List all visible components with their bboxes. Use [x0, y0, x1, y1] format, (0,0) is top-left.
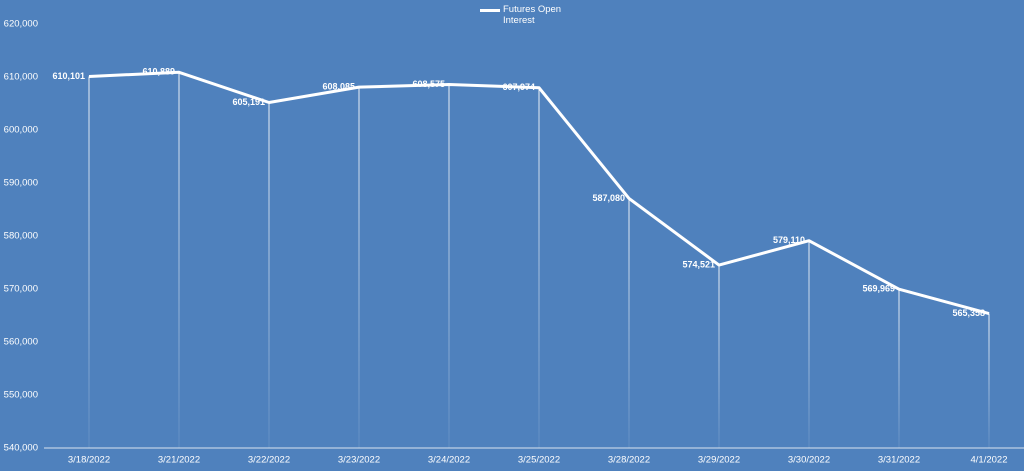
- drop-line: [898, 289, 900, 448]
- drop-line: [808, 240, 810, 448]
- x-tick-label: 3/25/2022: [518, 455, 560, 466]
- data-label: 608,575: [412, 79, 445, 89]
- x-tick-label: 3/21/2022: [158, 455, 200, 466]
- legend: Futures Open Interest: [480, 4, 563, 26]
- y-tick-label: 550,000: [4, 390, 38, 401]
- y-tick-label: 580,000: [4, 231, 38, 242]
- y-tick-label: 540,000: [4, 443, 38, 454]
- series-line: [88, 70, 990, 316]
- legend-label: Futures Open Interest: [503, 4, 562, 26]
- data-label: 579,110: [773, 235, 805, 245]
- data-label: 569,969: [862, 284, 895, 294]
- data-label: 610,101: [52, 71, 85, 81]
- x-tick-label: 3/24/2022: [428, 455, 470, 466]
- legend-swatch: [480, 9, 500, 12]
- y-tick-label: 610,000: [4, 72, 38, 83]
- drop-line: [268, 102, 270, 448]
- drop-line: [448, 84, 450, 449]
- drop-line: [988, 313, 990, 448]
- x-tick-label: 3/28/2022: [608, 455, 650, 466]
- x-tick-label: 3/29/2022: [698, 455, 740, 466]
- data-label: 607,974: [502, 82, 535, 92]
- x-tick-label: 3/31/2022: [878, 455, 920, 466]
- data-label: 605,191: [232, 97, 265, 107]
- x-tick-label: 3/30/2022: [788, 455, 830, 466]
- drop-line: [358, 87, 360, 448]
- data-label: 610,889: [142, 67, 175, 77]
- data-label: 608,085: [322, 82, 355, 92]
- y-tick-label: 620,000: [4, 19, 38, 30]
- data-label: 574,521: [682, 259, 715, 269]
- drop-line: [628, 198, 630, 448]
- drop-line: [88, 76, 90, 449]
- x-tick-label: 3/23/2022: [338, 455, 380, 466]
- y-tick-label: 590,000: [4, 178, 38, 189]
- x-tick-label: 3/22/2022: [248, 455, 290, 466]
- drop-line: [718, 265, 720, 448]
- x-tick-label: 4/1/2022: [971, 455, 1008, 466]
- drop-line: [538, 87, 540, 449]
- y-tick-label: 570,000: [4, 284, 38, 295]
- data-label: 587,080: [592, 193, 625, 203]
- y-tick-label: 560,000: [4, 337, 38, 348]
- drop-line: [178, 72, 180, 448]
- y-tick-label: 600,000: [4, 125, 38, 136]
- x-tick-label: 3/18/2022: [68, 455, 110, 466]
- data-label: 565,358: [952, 308, 985, 318]
